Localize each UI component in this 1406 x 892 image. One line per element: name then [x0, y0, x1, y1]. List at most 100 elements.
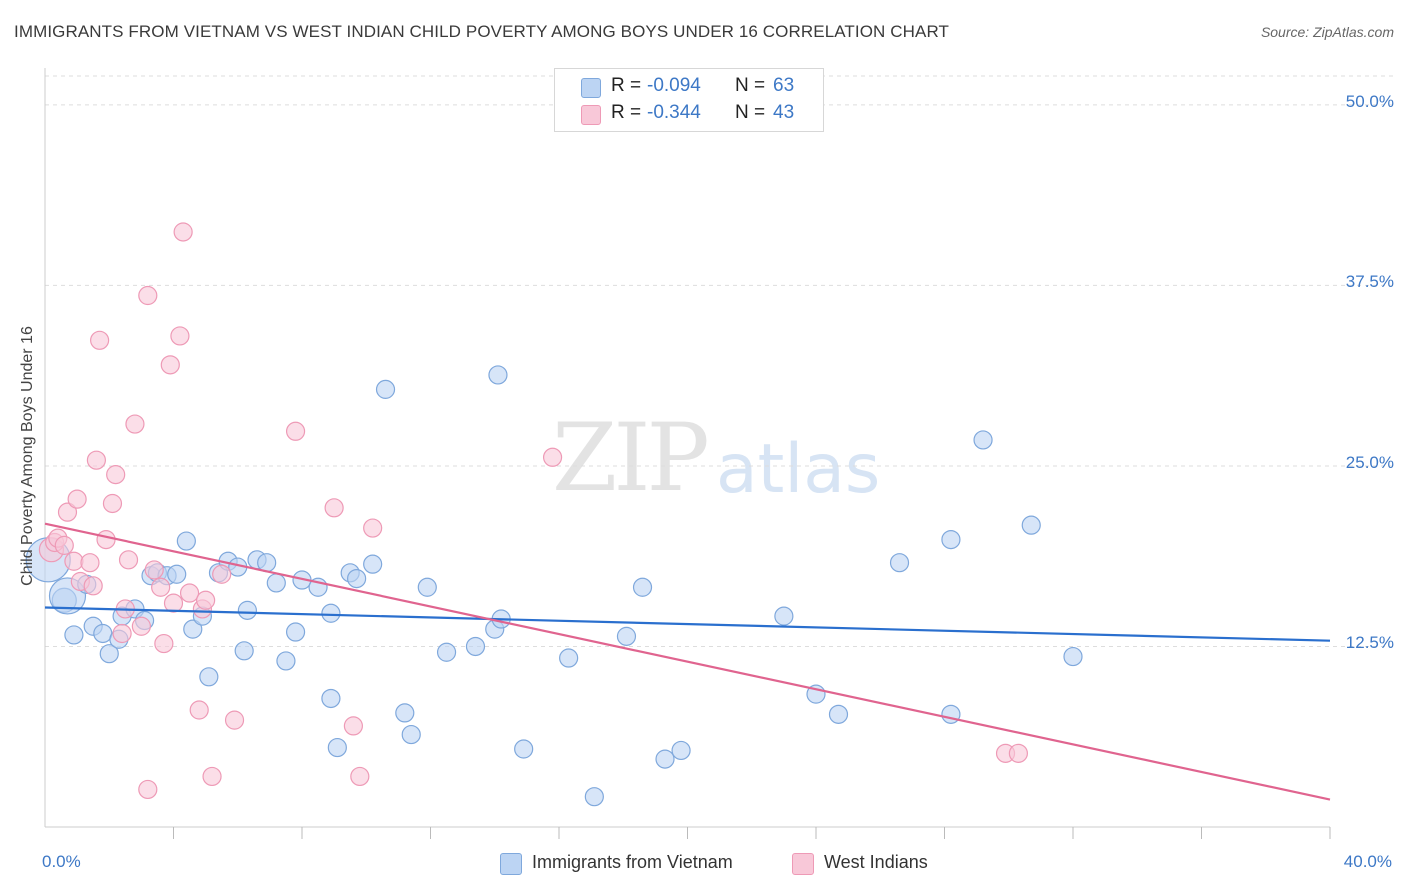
data-point [170, 326, 190, 346]
n-label: N = [735, 102, 766, 123]
data-point [324, 498, 344, 518]
data-point [93, 623, 113, 644]
data-point [90, 330, 110, 350]
data-point [160, 355, 180, 375]
x-tick-label-max: 40.0% [1343, 852, 1392, 871]
data-point [173, 222, 193, 242]
data-point [118, 550, 139, 570]
r-value-west-indians: -0.344 [647, 102, 701, 123]
data-point [64, 551, 84, 571]
data-point [199, 667, 219, 687]
data-point [99, 644, 119, 664]
data-point [106, 465, 126, 485]
data-point [138, 779, 158, 800]
y-tick-label: 12.5% [1345, 633, 1394, 653]
data-point [179, 583, 200, 603]
grid-lines [45, 75, 1394, 647]
data-point [125, 414, 145, 434]
data-point [436, 642, 457, 662]
swatch-blue [581, 78, 601, 98]
trend-line [44, 522, 1331, 801]
data-point [67, 489, 87, 509]
data-point [285, 421, 306, 441]
data-point [655, 749, 675, 769]
data-point [889, 553, 910, 573]
data-point [64, 625, 84, 645]
data-point [774, 606, 794, 626]
data-point [465, 636, 486, 657]
data-point [559, 648, 579, 668]
data-point [632, 577, 653, 597]
data-point [112, 623, 132, 644]
data-point [417, 577, 437, 597]
data-point [237, 600, 257, 620]
data-point [1021, 515, 1041, 535]
data-point [343, 716, 363, 736]
x-tick-label-min: 0.0% [42, 852, 81, 871]
r-label: R = [611, 102, 642, 123]
data-point [363, 554, 383, 574]
swatch-pink [581, 105, 601, 125]
data-point [163, 593, 184, 613]
data-point [189, 700, 209, 720]
r-value-vietnam: -0.094 [647, 75, 701, 96]
data-point [363, 518, 383, 538]
data-point [828, 704, 849, 724]
data-point [375, 379, 396, 399]
data-point [54, 535, 74, 555]
data-point [321, 688, 341, 709]
data-point [321, 603, 341, 623]
y-tick-label: 25.0% [1345, 452, 1394, 472]
data-point [176, 531, 196, 551]
data-point [102, 493, 123, 514]
data-point [151, 577, 171, 597]
data-point [144, 560, 164, 580]
legend-label-vietnam: Immigrants from Vietnam [532, 852, 733, 872]
data-point [285, 622, 306, 642]
data-point [350, 766, 370, 787]
data-point [584, 787, 604, 807]
trend-line [44, 606, 1331, 642]
data-point [488, 365, 508, 385]
legend-swatch-pink [792, 853, 814, 875]
data-point [327, 737, 347, 758]
data-point [183, 619, 203, 639]
data-point [196, 590, 216, 610]
stats-box: R = -0.094 N = 63 R = -0.344 N = 43 [554, 68, 824, 132]
data-point [224, 710, 245, 730]
legend-label-west-indians: West Indians [824, 852, 928, 872]
data-point [154, 633, 174, 654]
data-point [395, 703, 415, 723]
data-point [616, 626, 637, 646]
data-point [131, 616, 151, 636]
trend-lines [44, 522, 1331, 801]
data-point [86, 450, 107, 470]
data-point [212, 564, 232, 584]
data-point [138, 285, 158, 306]
data-point [83, 576, 103, 596]
data-point [266, 573, 286, 593]
data-point [276, 651, 296, 671]
y-tick-label: 50.0% [1345, 91, 1394, 111]
data-point [671, 740, 691, 761]
data-point [234, 641, 254, 661]
chart-title: IMMIGRANTS FROM VIETNAM VS WEST INDIAN C… [14, 22, 950, 41]
r-label: R = [611, 75, 642, 96]
data-point [1008, 743, 1028, 763]
data-point [542, 447, 563, 467]
n-label: N = [735, 75, 766, 96]
data-point [167, 564, 187, 584]
y-axis-label: Child Poverty Among Boys Under 16 [19, 326, 36, 586]
data-point [401, 724, 421, 745]
data-point [973, 430, 993, 450]
data-point [202, 766, 222, 787]
watermark-zip: ZIP [552, 404, 710, 513]
y-tick-label: 37.5% [1345, 272, 1394, 292]
watermark-atlas: atlas [716, 430, 881, 509]
data-point [96, 529, 116, 550]
legend-swatch-blue [500, 853, 522, 875]
data-point [514, 739, 534, 759]
data-point [80, 553, 100, 573]
source-label: Source: ZipAtlas.com [1260, 24, 1394, 40]
